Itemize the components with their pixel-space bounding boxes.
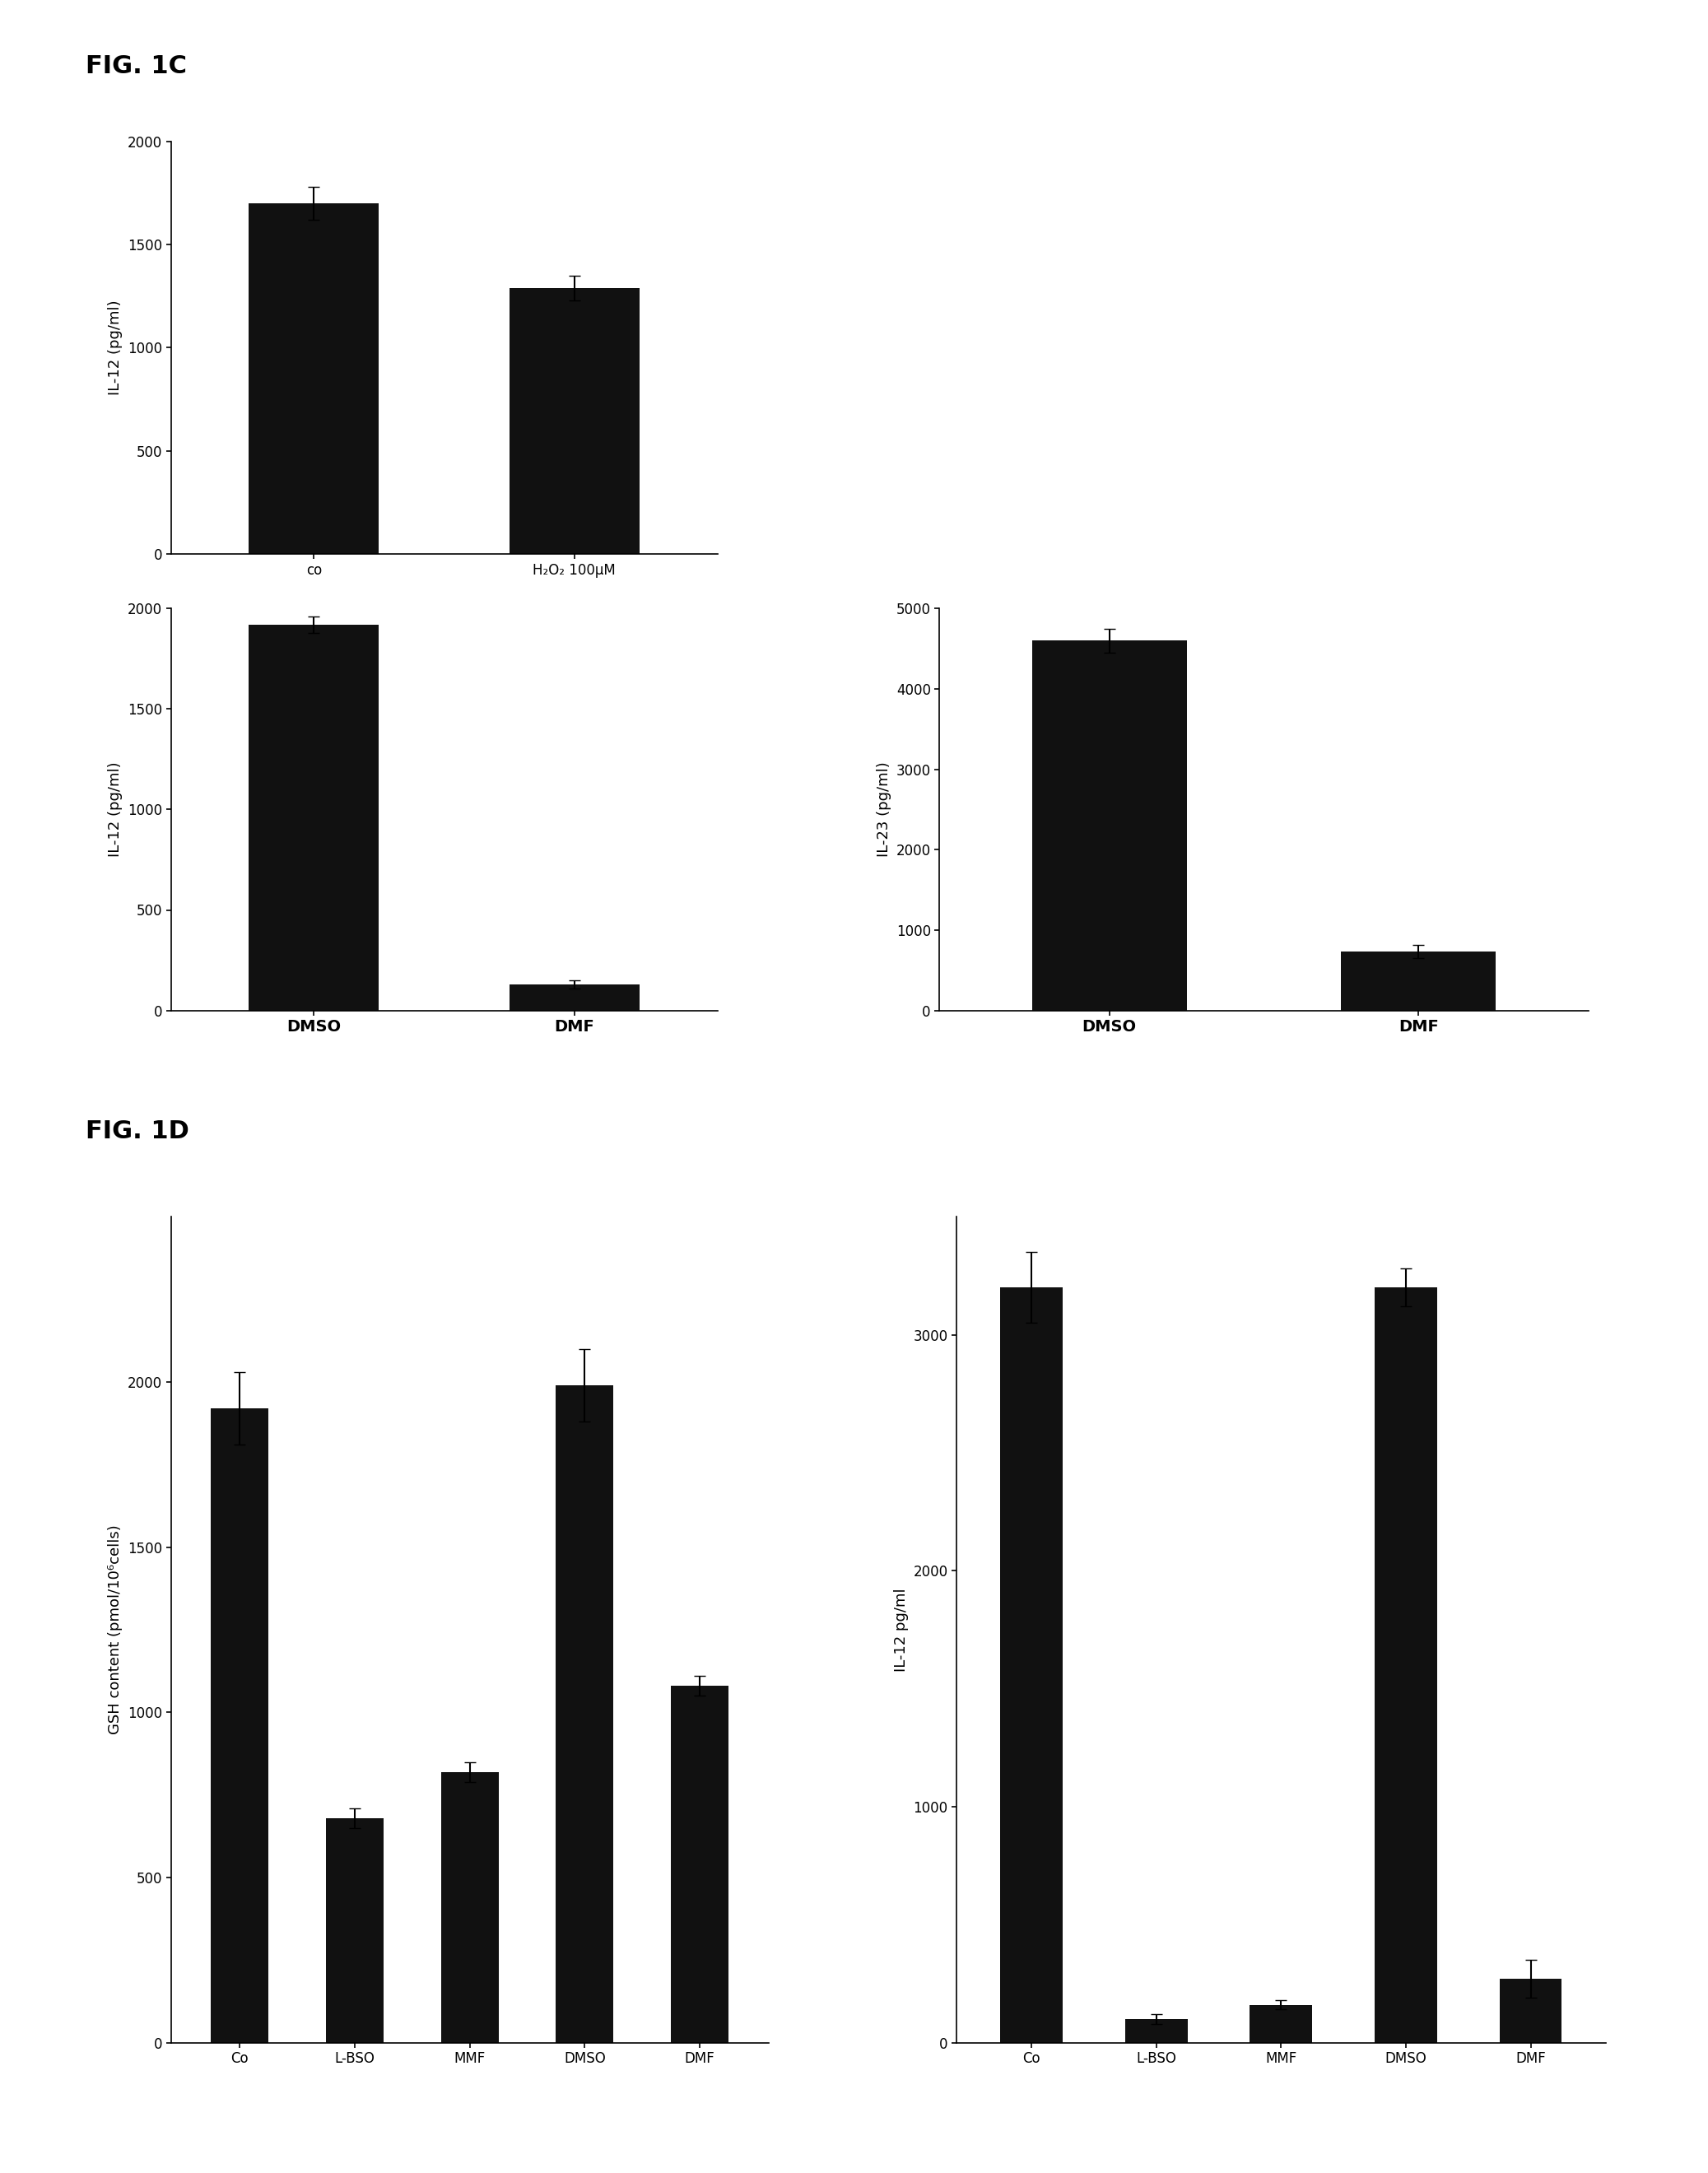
Y-axis label: IL-12 (pg/ml): IL-12 (pg/ml) (108, 763, 123, 856)
Bar (1250, 2006, 1312, 2043)
Bar (1126, 2019, 1187, 2043)
Y-axis label: GSH content (pmol/10⁶cells): GSH content (pmol/10⁶cells) (108, 1525, 123, 1734)
Bar (441, 1771, 499, 2043)
Y-axis label: IL-12 pg/ml: IL-12 pg/ml (893, 1588, 909, 1671)
Bar (509, 984, 639, 1010)
Y-axis label: IL-23 (pg/ml): IL-23 (pg/ml) (876, 763, 892, 856)
Text: FIG. 1D: FIG. 1D (85, 1119, 190, 1143)
Bar (249, 204, 379, 554)
Bar (326, 1819, 384, 2043)
Text: FIG. 1C: FIG. 1C (85, 54, 186, 78)
Bar (555, 1386, 613, 2043)
Bar (1001, 1289, 1062, 2043)
Bar (212, 1408, 268, 2043)
Bar (671, 1686, 728, 2043)
Bar (1375, 1289, 1436, 2043)
Bar (1032, 641, 1187, 1010)
Bar (1341, 952, 1496, 1010)
Bar (1500, 1980, 1561, 2043)
Y-axis label: IL-12 (pg/ml): IL-12 (pg/ml) (108, 300, 123, 395)
Bar (249, 624, 379, 1010)
Bar (509, 287, 639, 554)
